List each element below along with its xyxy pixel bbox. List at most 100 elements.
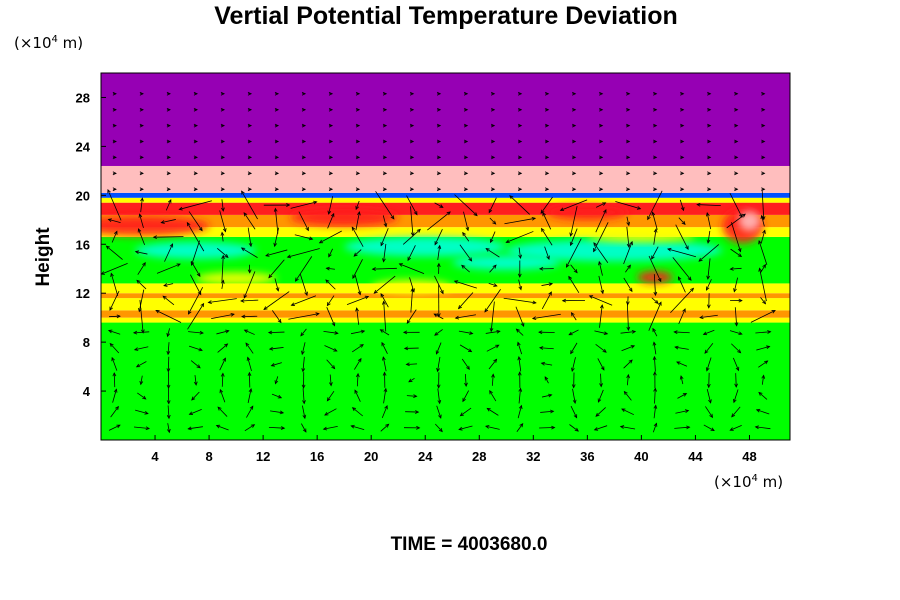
vector-arrowhead xyxy=(112,91,117,96)
vector-arrowhead xyxy=(599,107,604,112)
vector-arrowhead xyxy=(328,171,334,176)
vector-arrowhead xyxy=(325,279,330,284)
vector-arrow xyxy=(162,295,175,306)
vector-arrowhead xyxy=(484,308,489,313)
vector-arrow xyxy=(167,328,170,337)
vector-arrow xyxy=(263,291,290,310)
vector-arrowhead xyxy=(302,414,307,420)
color-patch xyxy=(371,279,453,295)
vector-arrowhead xyxy=(733,288,737,293)
vector-arrowhead xyxy=(286,254,292,259)
vector-arrowhead xyxy=(133,347,139,351)
vector-arrowhead xyxy=(708,399,712,404)
vector-arrow xyxy=(621,408,635,416)
vector-arrow xyxy=(288,313,319,320)
vector-arrowhead xyxy=(570,312,575,317)
vector-arrowhead xyxy=(408,378,413,383)
vector-arrowhead xyxy=(653,228,658,233)
vector-arrow xyxy=(459,344,472,352)
vector-arrow xyxy=(732,357,739,371)
vector-arrow xyxy=(246,406,254,418)
vector-arrowhead xyxy=(459,412,464,417)
vector-arrow xyxy=(301,342,306,355)
vector-arrow xyxy=(624,391,632,401)
x-tick-label: 16 xyxy=(310,449,324,464)
vector-arrowhead xyxy=(734,187,739,192)
vector-arrow xyxy=(271,362,282,367)
vector-arrowhead xyxy=(197,291,202,296)
vector-arrowhead xyxy=(220,107,226,112)
vector-arrowhead xyxy=(544,171,550,176)
vector-arrow xyxy=(729,192,743,218)
vector-arrowhead xyxy=(491,373,495,378)
vector-arrowhead xyxy=(626,139,631,144)
vector-arrowhead xyxy=(413,394,418,398)
vector-arrowhead xyxy=(220,372,225,377)
vector-arrowhead xyxy=(178,206,183,211)
vector-arrowhead xyxy=(274,107,280,112)
color-layer xyxy=(101,202,790,215)
vector-arrow xyxy=(653,405,657,419)
vector-arrowhead xyxy=(193,91,198,96)
vector-arrow xyxy=(351,425,365,431)
color-patch xyxy=(290,208,399,226)
vector-arrow xyxy=(190,360,201,369)
vector-arrowhead xyxy=(301,107,307,112)
vector-arrow xyxy=(221,280,224,289)
vector-arrowhead xyxy=(492,220,497,225)
vector-arrowhead xyxy=(707,139,712,144)
vector-arrowhead xyxy=(595,412,600,417)
vector-arrowhead xyxy=(732,398,737,404)
vector-arrowhead xyxy=(224,343,229,348)
vector-arrowhead xyxy=(653,404,658,409)
vector-arrowhead xyxy=(734,123,739,128)
vector-arrowhead xyxy=(457,305,462,310)
vector-arrow xyxy=(488,359,497,370)
vector-arrowhead xyxy=(230,312,235,317)
vector-arrowhead xyxy=(364,295,370,300)
vector-arrowhead xyxy=(546,255,550,260)
vector-arrow xyxy=(697,204,721,207)
vector-arrowhead xyxy=(518,254,522,260)
vector-arrow xyxy=(750,310,776,323)
y-tick-label: 4 xyxy=(83,384,91,399)
vector-arrow xyxy=(488,282,497,287)
vector-arrow xyxy=(653,274,656,296)
vector-arrowhead xyxy=(220,187,226,192)
x-tick-label: 40 xyxy=(634,449,648,464)
color-patch xyxy=(452,255,561,270)
vector-arrow xyxy=(351,226,364,247)
vector-arrow xyxy=(703,424,715,431)
vector-arrowhead xyxy=(550,409,555,414)
vector-arrowhead xyxy=(495,344,500,349)
vector-arrow xyxy=(700,314,718,319)
vector-arrowhead xyxy=(490,139,496,144)
vector-arrowhead xyxy=(463,139,469,144)
vector-arrowhead xyxy=(438,414,442,419)
vector-arrowhead xyxy=(277,319,282,324)
vector-arrow xyxy=(356,307,360,325)
vector-arrowhead xyxy=(355,107,361,112)
vector-arrowhead xyxy=(353,252,358,257)
vector-arrow xyxy=(598,261,603,276)
vector-arrow xyxy=(705,406,713,418)
vector-arrowhead xyxy=(707,91,712,96)
vector-arrowhead xyxy=(561,298,567,303)
vector-arrowhead xyxy=(325,266,330,271)
vector-arrowhead xyxy=(517,273,522,278)
vector-arrow xyxy=(302,388,305,404)
vector-arrow xyxy=(623,359,633,369)
vector-arrowhead xyxy=(328,139,334,144)
vector-arrow xyxy=(758,240,768,265)
vector-arrow xyxy=(351,344,364,353)
vector-arrowhead xyxy=(685,245,689,250)
vector-arrowhead xyxy=(454,315,460,320)
vector-arrow xyxy=(138,228,146,246)
vector-arrow xyxy=(755,331,771,334)
vector-arrowhead xyxy=(463,187,469,192)
y-axis-ticks: 4 8 12 16 20 24 28 xyxy=(76,90,106,399)
vector-arrow xyxy=(490,231,496,243)
vector-arrow xyxy=(626,226,630,248)
vector-arrow xyxy=(651,246,659,260)
vector-arrow xyxy=(675,224,689,250)
